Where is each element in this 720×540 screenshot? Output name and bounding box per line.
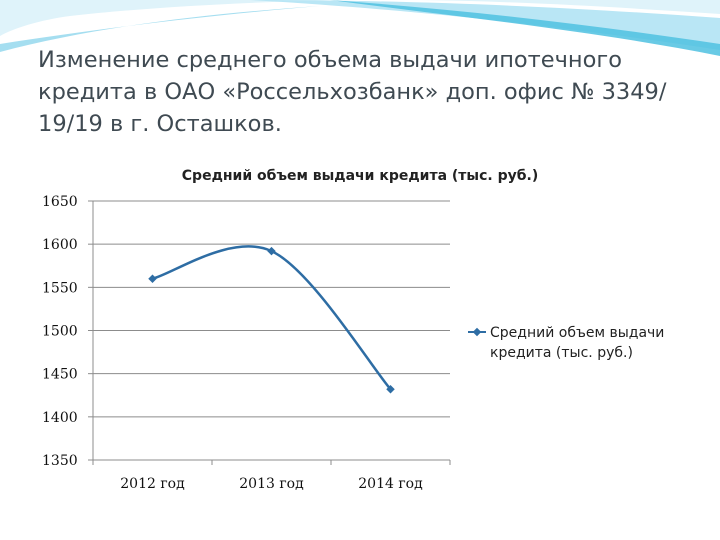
chart-title: Средний объем выдачи кредита (тыс. руб.) bbox=[182, 168, 538, 184]
y-tick-label: 1500 bbox=[42, 324, 78, 340]
header-decoration bbox=[0, 0, 720, 56]
x-tick-label: 2013 год bbox=[239, 476, 304, 492]
legend-label: Средний объем выдачи кредита (тыс. руб.) bbox=[490, 325, 664, 361]
series-layer bbox=[148, 245, 395, 394]
slide-title: Изменение среднего объема выдачи ипотечн… bbox=[38, 47, 667, 137]
y-tick-label: 1550 bbox=[42, 280, 78, 296]
x-axis: 2012 год 2013 год 2014 год bbox=[92, 460, 451, 492]
series-line bbox=[152, 245, 392, 391]
legend-marker bbox=[472, 327, 482, 337]
y-tick-label: 1450 bbox=[42, 367, 78, 383]
gridlines bbox=[93, 200, 450, 461]
data-point bbox=[148, 274, 157, 283]
x-tick-label: 2012 год bbox=[120, 476, 185, 492]
y-tick-label: 1650 bbox=[42, 194, 78, 210]
y-tick-label: 1600 bbox=[42, 237, 78, 253]
y-axis: 1350 1400 1450 1500 1550 1600 1650 bbox=[42, 194, 94, 469]
y-tick-label: 1400 bbox=[42, 410, 78, 426]
y-tick-label: 1350 bbox=[42, 453, 78, 469]
x-tick-label: 2014 год bbox=[358, 476, 423, 492]
data-point bbox=[386, 384, 395, 394]
data-point bbox=[267, 246, 276, 256]
legend: Средний объем выдачи кредита (тыс. руб.) bbox=[468, 325, 664, 361]
